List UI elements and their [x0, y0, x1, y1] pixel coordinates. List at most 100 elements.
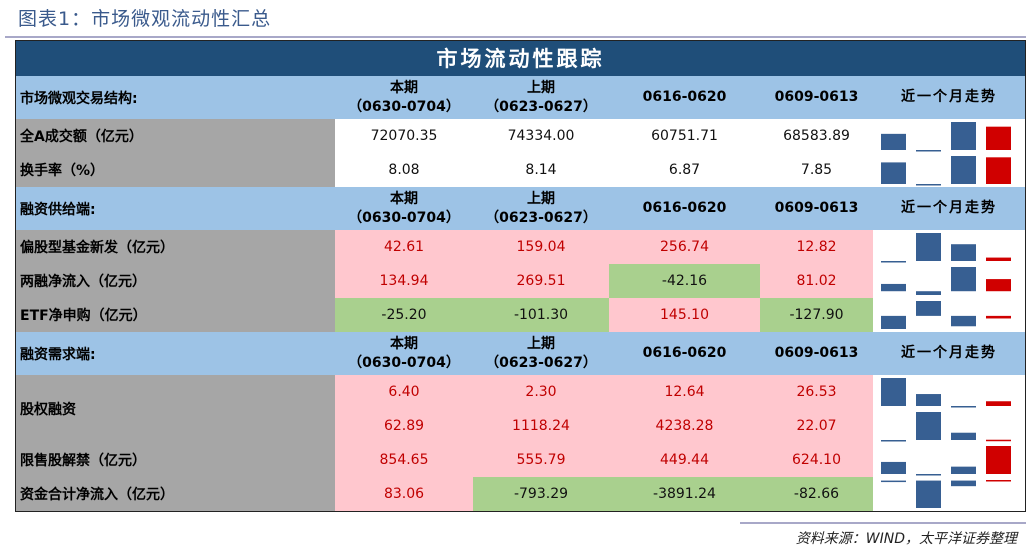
- row-label: 资金合计净流入（亿元）: [16, 477, 335, 511]
- sparkline-bar: [916, 184, 941, 186]
- row-label: 限售股解禁（亿元）: [16, 443, 335, 477]
- sparkline-svg: [881, 412, 1011, 442]
- figure-title: 图表1：市场微观流动性汇总: [18, 8, 272, 30]
- value-cell: 42.61: [335, 230, 473, 264]
- row-label-text: 限售股解禁（亿元）: [20, 453, 146, 469]
- sparkline-bar: [986, 480, 1011, 482]
- sparkline-bar: [916, 394, 941, 406]
- sparkline-bar: [916, 233, 941, 261]
- column-header: 上期 （0623-0627）: [485, 335, 597, 371]
- sparkline-bar: [916, 412, 941, 440]
- value-cell: 624.10: [760, 443, 873, 477]
- value-cell: 4238.28: [609, 409, 760, 443]
- value-cell: 145.10: [609, 298, 760, 332]
- row-label: 两融净流入（亿元）: [16, 264, 335, 298]
- column-header: 0609-0613: [774, 200, 859, 216]
- value-cell: -793.29: [473, 477, 609, 511]
- table-row: 两融净流入（亿元） 134.94 269.51 -42.16 81.02: [16, 264, 1025, 298]
- section-title: 融资需求端:: [20, 346, 96, 363]
- column-header: 0609-0613: [774, 89, 859, 105]
- trend-sparkline: [873, 375, 1025, 409]
- value-cell: -101.30: [473, 298, 609, 332]
- column-header: 本期 （0630-0704）: [348, 190, 460, 226]
- trend-sparkline: [873, 119, 1025, 153]
- sparkline-bar: [881, 315, 906, 329]
- value-cell: 449.44: [609, 443, 760, 477]
- section-header: 融资供给端: 本期 （0630-0704） 上期 （0623-0627） 0616-0…: [16, 187, 1025, 230]
- sparkline-bar: [986, 257, 1011, 261]
- row-label-text: ETF净申购（亿元）: [20, 308, 147, 324]
- value-cell: 2.30: [473, 375, 609, 409]
- sparkline-svg: [881, 267, 1011, 295]
- sparkline-svg: [881, 156, 1011, 186]
- column-header: 本期 （0630-0704）: [348, 79, 460, 115]
- sparkline-bar: [951, 267, 976, 292]
- value-cell: 26.53: [760, 375, 873, 409]
- column-header: 0609-0613: [774, 345, 859, 361]
- sparkline-bar: [986, 439, 1011, 442]
- column-header: 近一个月走势: [901, 89, 997, 105]
- row-label: 偏股型基金新发（亿元）: [16, 230, 335, 264]
- sparkline-bar: [951, 244, 976, 261]
- sparkline-svg: [881, 233, 1011, 263]
- trend-sparkline: [873, 477, 1025, 511]
- sparkline-svg: [881, 378, 1011, 408]
- sparkline-bar: [951, 466, 976, 474]
- value-cell: 854.65: [335, 443, 473, 477]
- value-cell: 81.02: [760, 264, 873, 298]
- divider: [5, 36, 1026, 38]
- value-cell: 555.79: [473, 443, 609, 477]
- value-cell: -42.16: [609, 264, 760, 298]
- table-row: 全A成交额（亿元） 72070.35 74334.00 60751.71 68583.8…: [16, 119, 1025, 153]
- trend-sparkline: [873, 153, 1025, 187]
- sparkline-bar: [951, 406, 976, 408]
- row-label: 全A成交额（亿元）: [16, 119, 335, 153]
- sparkline-bar: [986, 446, 1011, 474]
- table-row: 偏股型基金新发（亿元） 42.61 159.04 256.74 12.82: [16, 230, 1025, 264]
- sparkline-bar: [881, 162, 906, 184]
- value-cell: -82.66: [760, 477, 873, 511]
- sparkline-bar: [986, 315, 1011, 319]
- section-header: 融资需求端: 本期 （0630-0704） 上期 （0623-0627） 0616-0…: [16, 332, 1025, 375]
- trend-sparkline: [873, 409, 1025, 443]
- value-cell: 8.08: [335, 153, 473, 187]
- value-cell: 1118.24: [473, 409, 609, 443]
- table-row: ETF净申购（亿元） -25.20 -101.30 145.10 -127.90: [16, 298, 1025, 332]
- section-title: 融资供给端:: [20, 201, 96, 218]
- value-cell: 60751.71: [609, 119, 760, 153]
- sparkline-bar: [881, 461, 906, 474]
- sparkline-bar: [986, 401, 1011, 406]
- sparkline-svg: [881, 446, 1011, 476]
- column-header: 0616-0620: [642, 200, 727, 216]
- sparkline-bar: [916, 474, 941, 476]
- column-header: 上期 （0623-0627）: [485, 190, 597, 226]
- sparkline-bar: [986, 126, 1011, 150]
- sparkline-bar: [951, 432, 976, 440]
- row-label: 换手率（%）: [16, 153, 335, 187]
- trend-sparkline: [873, 298, 1025, 332]
- row-label: ETF净申购（亿元）: [16, 298, 335, 332]
- sparkline-bar: [881, 378, 906, 406]
- divider: [740, 522, 1026, 524]
- value-cell: 12.64: [609, 375, 760, 409]
- row-label-text: 资金合计净流入（亿元）: [20, 487, 174, 503]
- value-cell: 8.14: [473, 153, 609, 187]
- row-label-text: 全A成交额（亿元）: [20, 129, 143, 145]
- value-cell: 134.94: [335, 264, 473, 298]
- sparkline-bar: [916, 480, 941, 508]
- sparkline-bar: [881, 261, 906, 263]
- value-cell: 7.85: [760, 153, 873, 187]
- section-header: 市场微观交易结构: 本期 （0630-0704） 上期 （0623-0627） 061…: [16, 76, 1025, 119]
- value-cell: 12.82: [760, 230, 873, 264]
- sparkline-bar: [881, 133, 906, 150]
- column-header: 近一个月走势: [901, 345, 997, 361]
- value-cell: -25.20: [335, 298, 473, 332]
- column-header: 0616-0620: [642, 89, 727, 105]
- value-cell: 68583.89: [760, 119, 873, 153]
- trend-sparkline: [873, 230, 1025, 264]
- table-title: 市场流动性跟踪: [16, 41, 1025, 76]
- column-header: 上期 （0623-0627）: [485, 79, 597, 115]
- value-cell: 6.87: [609, 153, 760, 187]
- sparkline-svg: [881, 480, 1011, 508]
- sparkline-bar: [986, 279, 1011, 292]
